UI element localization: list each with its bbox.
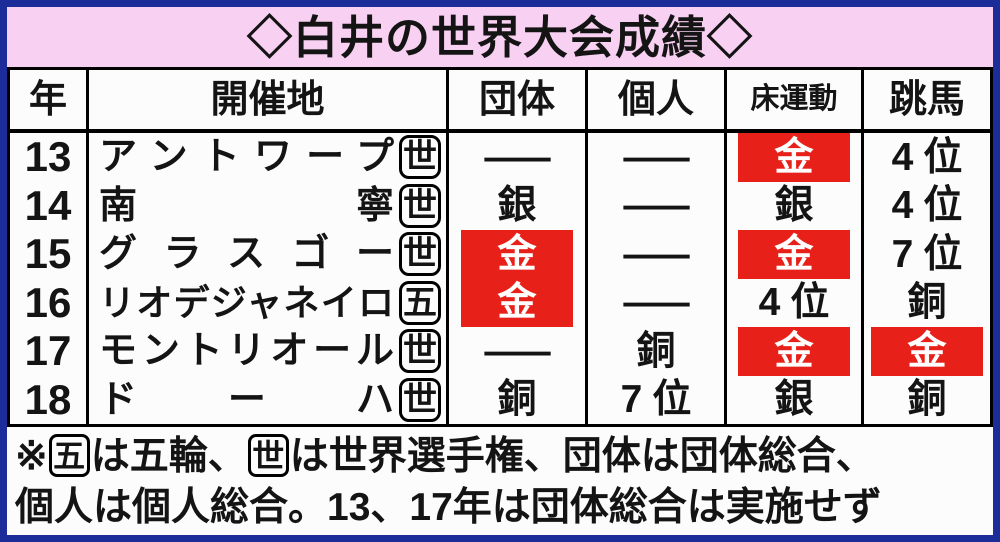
worlds-mark-box: 世 [399,135,441,180]
cell-individual-16: — [588,278,727,327]
col-header-year: 年 [10,70,89,133]
gold-medal-badge: 金 [738,327,850,376]
cell-floor-14: 銀 [727,181,864,230]
cell-floor-15: 金 [727,230,864,279]
cell-vault-17: 金 [864,327,993,376]
cell-year-13: 13 [10,133,89,182]
cell-year-15: 15 [10,230,89,279]
cell-floor-16: 4位 [727,278,864,327]
cell-team-13: — [449,133,588,182]
cell-individual-18: 7位 [588,375,727,424]
venue-name: リオデジャネイロ [99,281,394,323]
col-header-vault: 跳馬 [864,70,993,133]
olympics-mark-box: 五 [48,434,90,478]
venue-name: 南寧 [99,184,394,227]
cell-floor-18: 銀 [727,375,864,424]
result-value: 4位 [891,184,973,228]
result-value: 4位 [891,135,973,179]
cell-floor-13: 金 [727,133,864,182]
cell-venue-17: モントリオール世 [89,327,449,376]
footnote-text: は五輪、 [90,435,247,478]
cell-year-17: 17 [10,327,89,376]
cell-venue-16: リオデジャネイロ五 [89,278,449,327]
cell-team-15: 金 [449,230,588,279]
worlds-mark-box: 世 [399,377,441,422]
footnote-text: は世界選手権、団体は団体総合、 [289,435,875,478]
footnote-line-2: 個人は個人総合。13、17年は団体総合は実施せず [15,486,882,530]
cell-team-17: — [449,327,588,376]
cell-individual-13: — [588,133,727,182]
result-value: 銀 [774,378,814,422]
gold-medal-badge: 金 [461,230,573,279]
cell-venue-14: 南寧世 [89,181,449,230]
not-held-dash: — [483,135,551,179]
cell-vault-13: 4位 [864,133,993,182]
cell-vault-15: 7位 [864,230,993,279]
col-header-individual: 個人 [588,70,727,133]
col-header-venue: 開催地 [89,70,449,133]
not-held-dash: — [483,329,551,373]
cell-vault-18: 銅 [864,375,993,424]
cell-individual-14: — [588,181,727,230]
worlds-mark-box: 世 [399,329,441,374]
cell-vault-14: 4位 [864,181,993,230]
not-held-dash: — [622,135,690,179]
footnote-text: ※ [15,435,48,478]
result-value: 銅 [907,281,947,325]
gold-medal-badge: 金 [738,230,850,279]
cell-year-18: 18 [10,375,89,424]
olympics-mark-box: 五 [399,280,441,325]
result-value: 銅 [636,329,676,373]
cell-venue-18: ドーハ世 [89,375,449,424]
cell-individual-17: 銅 [588,327,727,376]
not-held-dash: — [622,184,690,228]
cell-venue-13: アントワープ世 [89,133,449,182]
results-table: 年 開催地 団体 個人 床運動 跳馬 13 アントワープ世 — — 金 4位 14 南寧世銀 —… [7,70,993,427]
not-held-dash: — [622,281,690,325]
col-header-team: 団体 [449,70,588,133]
gold-medal-badge: 金 [871,327,983,376]
venue-name: ドーハ [99,378,394,421]
worlds-mark-box: 世 [399,232,441,277]
cell-team-14: 銀 [449,181,588,230]
result-value: 銅 [497,378,537,422]
cell-vault-16: 銅 [864,278,993,327]
cell-venue-15: グラスゴー世 [89,230,449,279]
col-header-floor: 床運動 [727,70,864,133]
footnote-line-1: ※ 五は五輪、世は世界選手権、団体は団体総合、 [15,432,985,483]
venue-name: モントリオール [99,330,394,373]
gold-medal-badge: 金 [738,133,850,182]
result-value: 銀 [774,184,814,228]
result-value: 7位 [891,232,973,276]
cell-year-14: 14 [10,181,89,230]
cell-team-18: 銅 [449,375,588,424]
cell-year-16: 16 [10,278,89,327]
result-value: 銅 [907,378,947,422]
title-bar: ◇白井の世界大会成績◇ [7,7,993,70]
gold-medal-badge: 金 [461,278,573,327]
venue-name: グラスゴー [99,233,394,276]
result-value: 4位 [758,281,840,325]
not-held-dash: — [622,232,690,276]
cell-team-16: 金 [449,278,588,327]
worlds-mark-box: 世 [247,434,289,478]
page-title: ◇白井の世界大会成績◇ [246,11,753,63]
footnote: ※ 五は五輪、世は世界選手権、団体は団体総合、 個人は個人総合。13、17年は団体… [7,427,993,535]
cell-individual-15: — [588,230,727,279]
venue-name: アントワープ [99,136,394,179]
cell-floor-17: 金 [727,327,864,376]
worlds-mark-box: 世 [399,183,441,228]
result-value: 7位 [620,378,702,422]
result-value: 銀 [497,184,537,228]
